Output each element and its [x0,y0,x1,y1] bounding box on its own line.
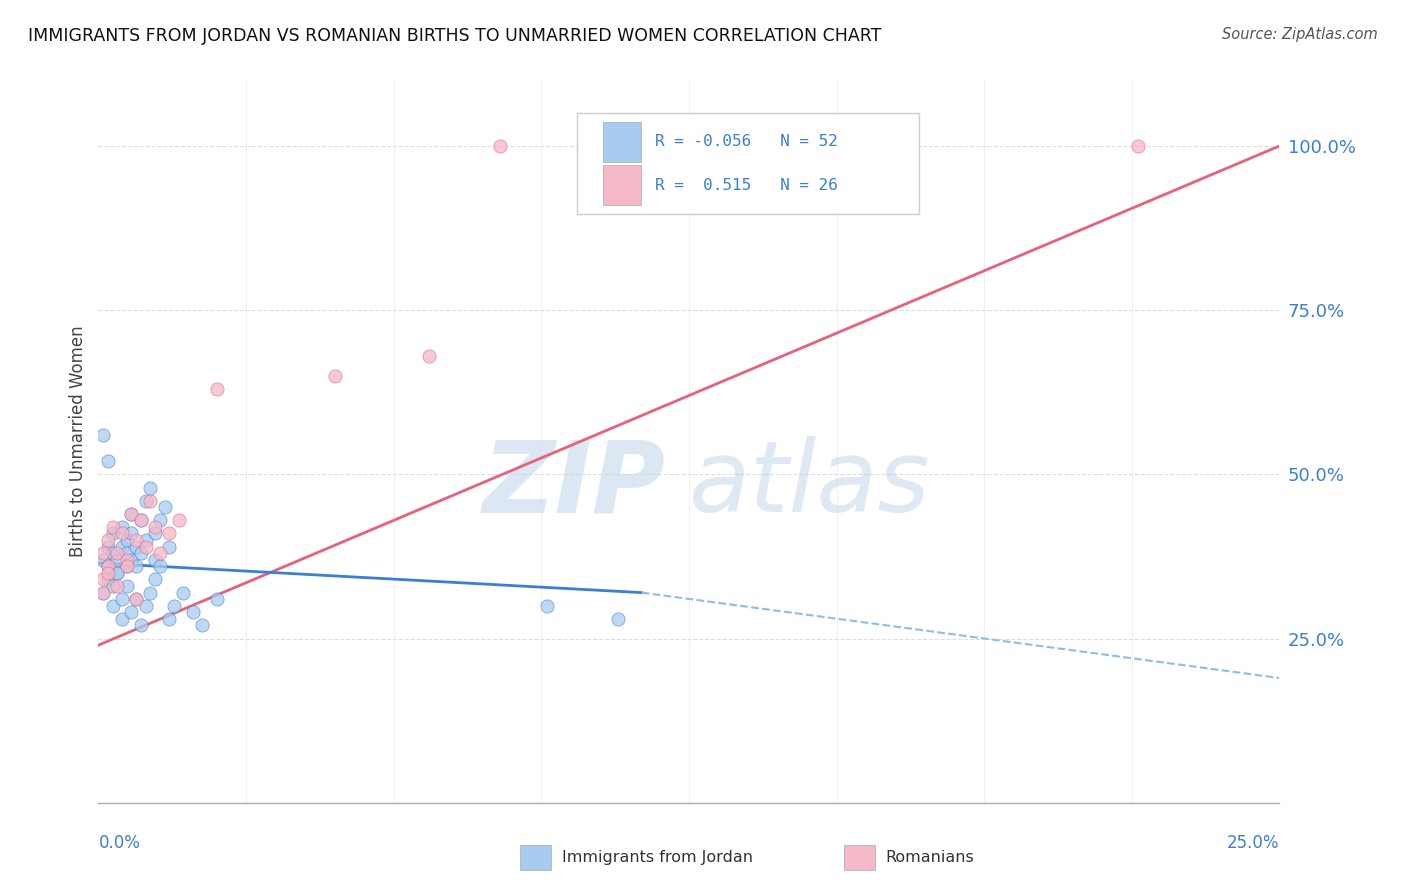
Point [97,540,120,554]
Point [125,540,148,554]
Point [205,382,228,396]
Point [143,520,166,534]
Point [97,533,120,547]
Point [111,592,134,607]
Point [105,553,128,567]
Point [157,612,180,626]
Point [105,566,128,580]
Point [101,599,124,613]
Point [149,546,172,560]
Point [607,139,630,153]
Point [181,605,204,619]
Point [101,526,124,541]
Point [135,493,157,508]
Point [135,540,157,554]
Point [115,579,138,593]
Point [105,546,128,560]
Point [91,585,114,599]
Text: IMMIGRANTS FROM JORDAN VS ROMANIAN BIRTHS TO UNMARRIED WOMEN CORRELATION CHART: IMMIGRANTS FROM JORDAN VS ROMANIAN BIRTH… [28,27,882,45]
Point [772,139,794,153]
Point [115,559,138,574]
Point [143,573,166,587]
Point [149,559,172,574]
Point [101,579,124,593]
Point [111,612,134,626]
Point [125,559,148,574]
Point [536,599,558,613]
Point [191,618,214,632]
Text: 0.0%: 0.0% [98,834,141,852]
Point [97,573,120,587]
Point [91,546,114,560]
Point [418,349,440,363]
Point [91,573,114,587]
Point [115,559,138,574]
Point [125,592,148,607]
Text: atlas: atlas [689,436,931,533]
Point [607,139,630,153]
Text: R = -0.056   N = 52: R = -0.056 N = 52 [655,134,838,149]
Point [121,507,143,521]
Point [91,553,114,567]
Point [101,546,124,560]
Point [111,520,134,534]
Point [172,585,194,599]
Bar [603,165,641,205]
Point [129,618,152,632]
Point [323,368,346,383]
Point [115,553,138,567]
Point [97,559,120,574]
Point [143,526,166,541]
Point [105,566,128,580]
Point [149,513,172,527]
Point [97,454,120,468]
Text: Immigrants from Jordan: Immigrants from Jordan [562,850,754,864]
Point [167,513,190,527]
Point [97,566,120,580]
Point [489,139,512,153]
Point [111,540,134,554]
Text: Source: ZipAtlas.com: Source: ZipAtlas.com [1222,27,1378,42]
Point [101,520,124,534]
Point [115,546,138,560]
Point [135,599,157,613]
Point [115,533,138,547]
Point [139,585,162,599]
Point [125,533,148,547]
Point [163,599,186,613]
Point [135,533,157,547]
Point [205,592,228,607]
Point [139,481,162,495]
Point [111,526,134,541]
Bar [603,122,641,161]
Point [121,605,143,619]
Text: Romanians: Romanians [886,850,974,864]
Point [157,540,180,554]
Point [157,526,180,541]
Point [129,513,152,527]
Point [129,513,152,527]
Point [97,559,120,574]
Point [125,592,148,607]
Point [153,500,176,515]
Point [121,553,143,567]
Point [105,579,128,593]
Text: R =  0.515   N = 26: R = 0.515 N = 26 [655,178,838,193]
Text: ZIP: ZIP [482,436,665,533]
Point [129,546,152,560]
Point [91,428,114,442]
Text: 25.0%: 25.0% [1227,834,1279,852]
Point [1126,139,1149,153]
Point [143,553,166,567]
Point [91,585,114,599]
Point [121,507,143,521]
Point [121,526,143,541]
Y-axis label: Births to Unmarried Women: Births to Unmarried Women [69,326,87,558]
FancyBboxPatch shape [576,112,920,214]
Point [607,612,630,626]
Point [139,493,162,508]
